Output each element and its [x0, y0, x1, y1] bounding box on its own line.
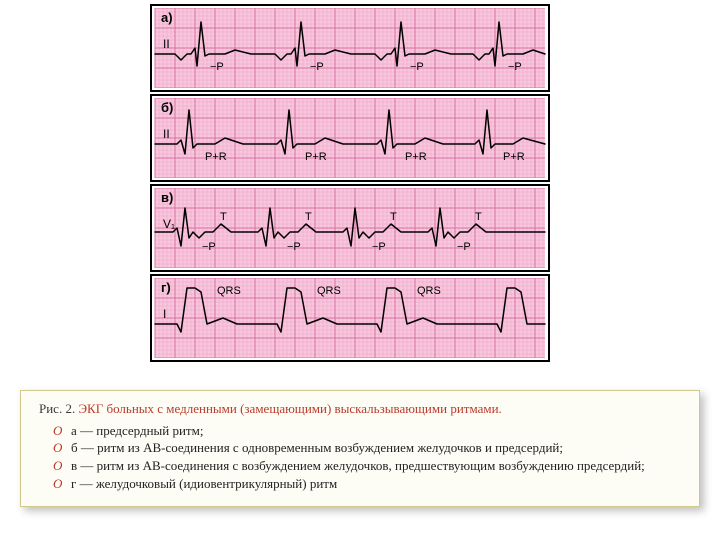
ecg-figure: а) II −P −P −P −P б) II P+R P+R P+R P+R в) V₁ T T T T −P −P…	[150, 2, 550, 364]
svg-text:P+R: P+R	[305, 151, 327, 163]
ecg-row: в) V₁ T T T T −P −P −P −P	[150, 184, 550, 272]
svg-text:б): б)	[161, 100, 173, 115]
caption-item: а — предсердный ритм;	[53, 422, 681, 440]
svg-text:в): в)	[161, 190, 173, 205]
caption-main: ЭКГ больных с медленными (замещающими) в…	[78, 401, 501, 416]
ecg-strip-svg: в) V₁ T T T T −P −P −P −P	[154, 188, 546, 268]
svg-text:−P: −P	[202, 241, 216, 253]
caption-box: Рис. 2. ЭКГ больных с медленными (замеща…	[20, 390, 700, 507]
svg-text:V₁: V₁	[163, 217, 175, 231]
svg-text:−P: −P	[457, 241, 471, 253]
svg-text:−P: −P	[310, 61, 324, 73]
svg-text:T: T	[220, 211, 227, 223]
figure-caption: Рис. 2. ЭКГ больных с медленными (замеща…	[39, 401, 681, 418]
svg-text:−P: −P	[210, 61, 224, 73]
svg-text:T: T	[390, 211, 397, 223]
svg-text:QRS: QRS	[417, 285, 441, 297]
ecg-row: а) II −P −P −P −P	[150, 4, 550, 92]
caption-prefix: Рис. 2.	[39, 401, 78, 416]
svg-text:I: I	[163, 307, 166, 321]
svg-text:−P: −P	[508, 61, 522, 73]
caption-item: г — желудочковый (идиовентрикулярный) ри…	[53, 475, 681, 493]
ecg-row: г) I QRS QRS QRS	[150, 274, 550, 362]
svg-text:P+R: P+R	[405, 151, 427, 163]
caption-item: б — ритм из АВ-соединения с одновременны…	[53, 439, 681, 457]
ecg-strip-svg: б) II P+R P+R P+R P+R	[154, 98, 546, 178]
caption-item: в — ритм из АВ-соединения с возбуждением…	[53, 457, 681, 475]
slide-page: а) II −P −P −P −P б) II P+R P+R P+R P+R в) V₁ T T T T −P −P…	[0, 0, 720, 540]
svg-text:−P: −P	[410, 61, 424, 73]
svg-text:г): г)	[161, 280, 171, 295]
svg-text:P+R: P+R	[205, 151, 227, 163]
ecg-row: б) II P+R P+R P+R P+R	[150, 94, 550, 182]
svg-text:P+R: P+R	[503, 151, 525, 163]
svg-text:−P: −P	[372, 241, 386, 253]
svg-text:T: T	[475, 211, 482, 223]
svg-text:а): а)	[161, 10, 173, 25]
svg-text:T: T	[305, 211, 312, 223]
svg-text:−P: −P	[287, 241, 301, 253]
ecg-strip-svg: а) II −P −P −P −P	[154, 8, 546, 88]
svg-text:II: II	[163, 37, 170, 51]
svg-text:QRS: QRS	[217, 285, 241, 297]
svg-text:II: II	[163, 127, 170, 141]
caption-list: а — предсердный ритм;б — ритм из АВ-соед…	[39, 422, 681, 492]
svg-text:QRS: QRS	[317, 285, 341, 297]
ecg-strip-svg: г) I QRS QRS QRS	[154, 278, 546, 358]
